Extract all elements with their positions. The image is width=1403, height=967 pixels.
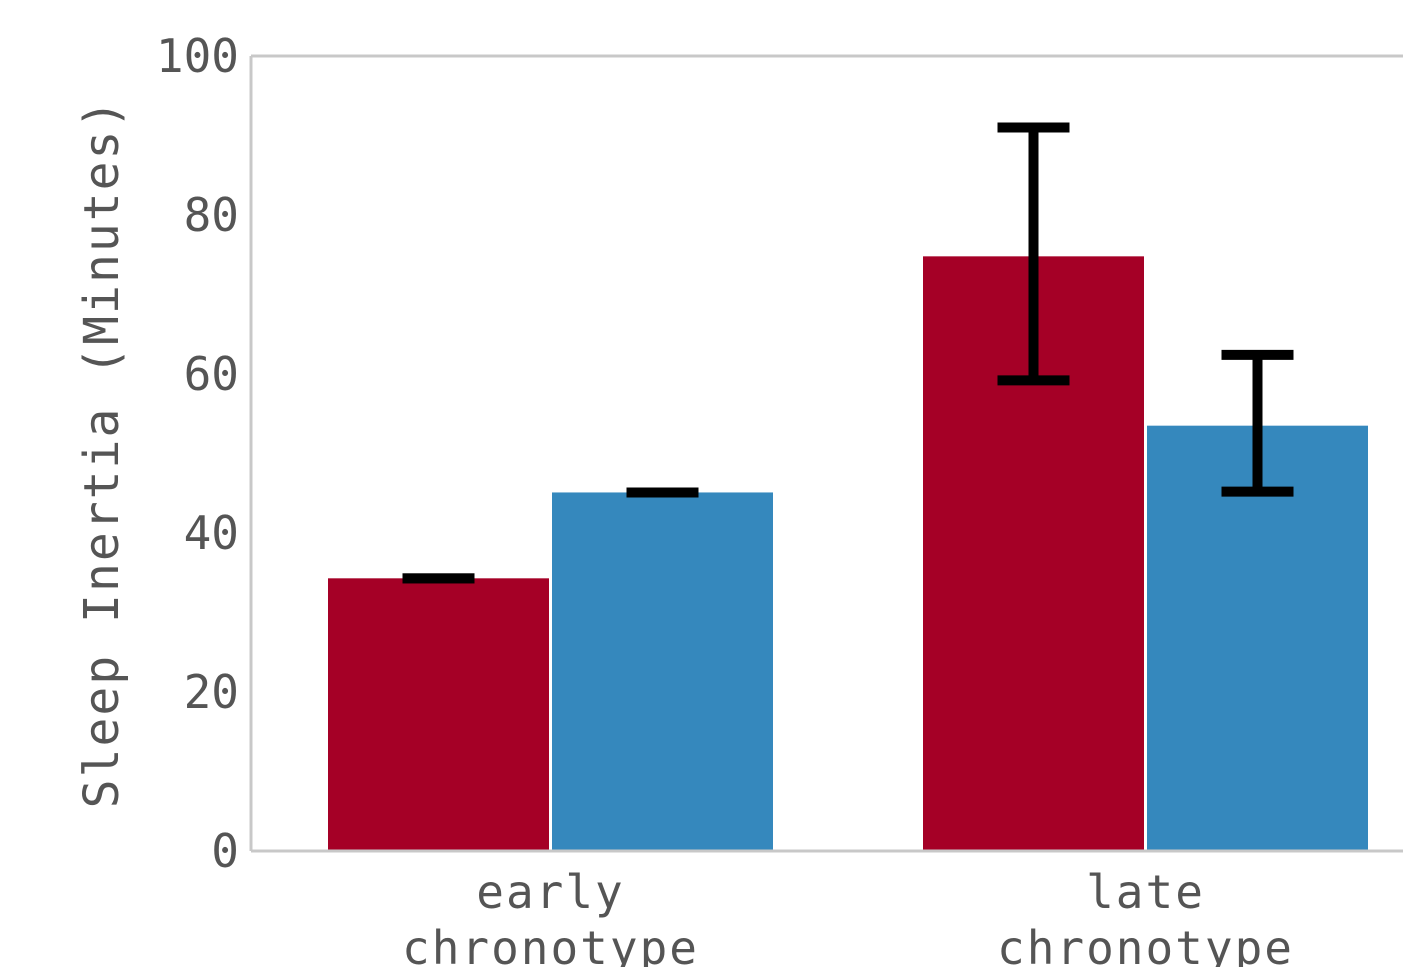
bar xyxy=(328,578,549,851)
x-tick-label-line: late xyxy=(1086,865,1205,919)
y-tick-label: 60 xyxy=(184,347,239,401)
error-bar xyxy=(1221,349,1294,497)
x-tick-label-line: early xyxy=(476,865,624,919)
x-tick-label: late chronotype xyxy=(997,865,1294,967)
x-tick-label-line: chronotype xyxy=(997,921,1294,967)
x-tick-label-line: chronotype xyxy=(402,921,699,967)
error-bar xyxy=(997,122,1070,386)
axes-layer xyxy=(249,54,1403,853)
y-tick-label: 40 xyxy=(184,506,239,560)
y-tick-labels: 0 20 40 60 80 100 xyxy=(156,29,239,878)
y-tick-label: 20 xyxy=(184,665,239,719)
y-tick-label: 0 xyxy=(211,824,239,878)
y-axis-label: Sleep Inertia (Minutes) xyxy=(74,98,130,809)
x-tick-label: early chronotype xyxy=(402,865,699,967)
y-tick-label: 80 xyxy=(184,188,239,242)
y-tick-label: 100 xyxy=(156,29,239,83)
bar xyxy=(552,492,773,851)
bars-layer xyxy=(328,256,1368,852)
errorbars-layer xyxy=(402,122,1294,584)
